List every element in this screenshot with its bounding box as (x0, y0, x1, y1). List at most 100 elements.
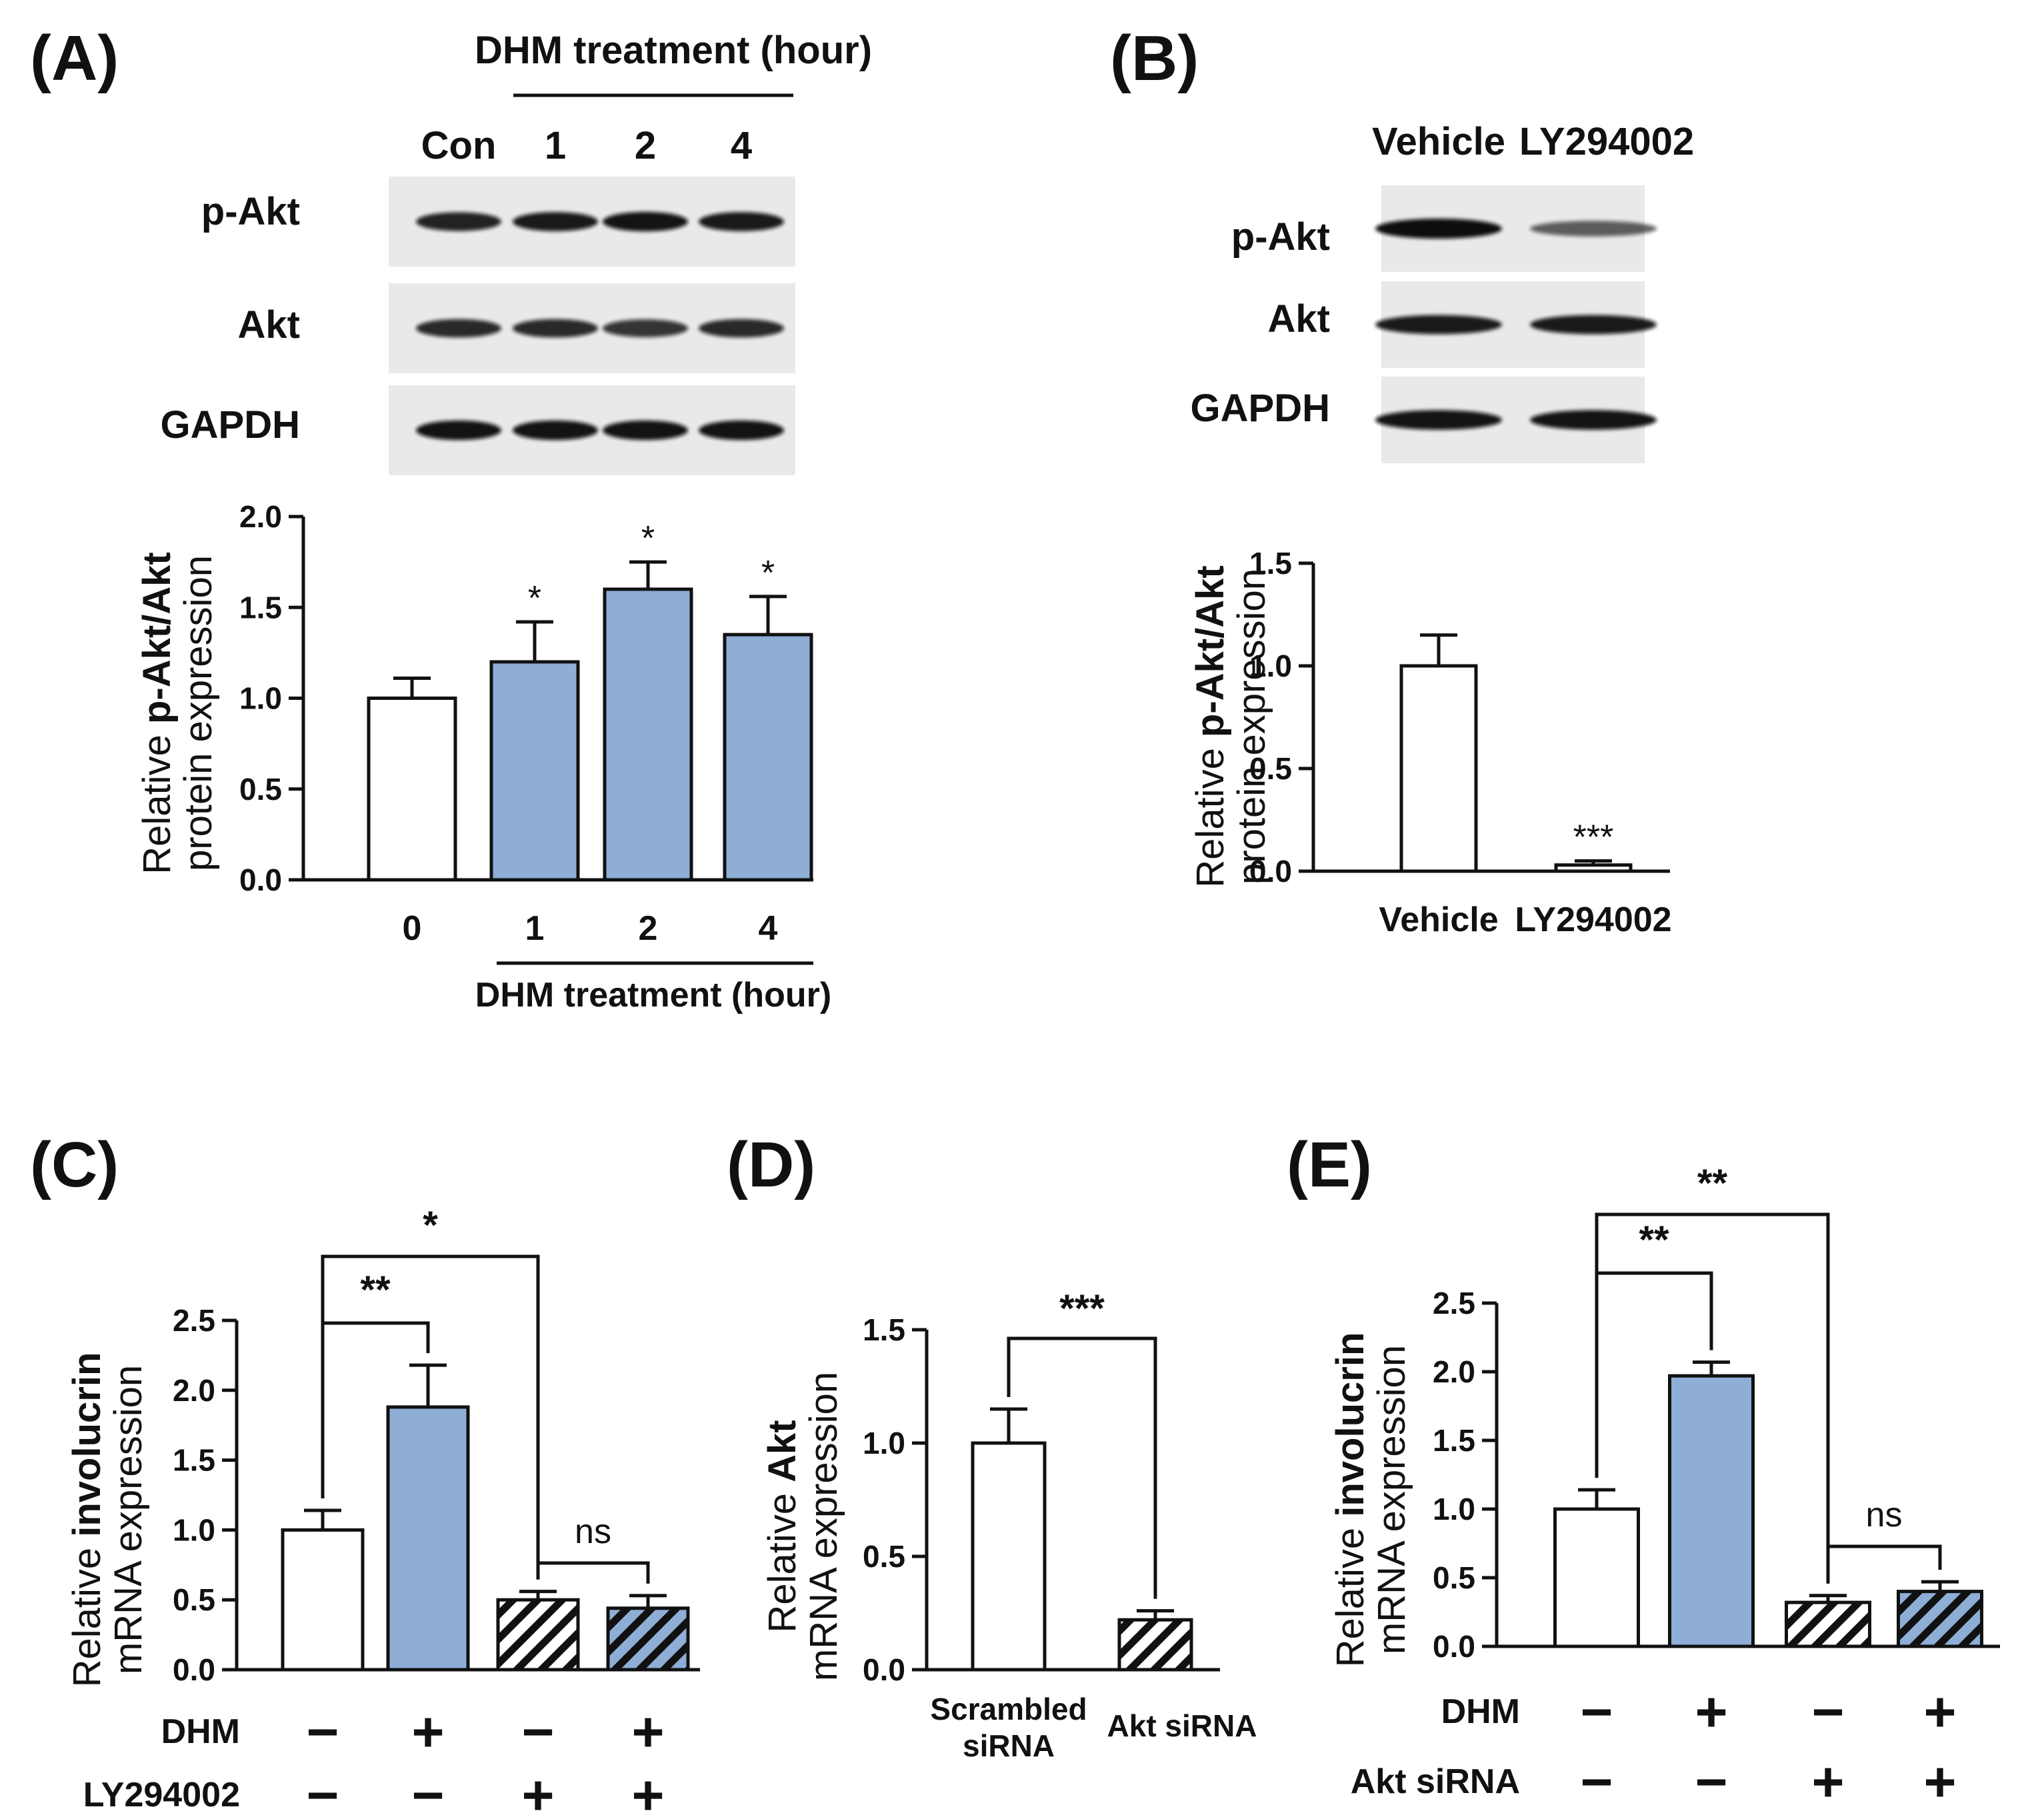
x-tick-label: 1 (525, 909, 545, 948)
bar (496, 1598, 580, 1672)
blot-a-row-label: p-Akt (201, 190, 300, 233)
bar (489, 660, 580, 882)
bar (367, 697, 457, 882)
y-axis-label-part: Relative (1329, 1517, 1372, 1668)
panel-label-b: (B) (1110, 23, 1199, 94)
y-axis-label-part: Akt (761, 1420, 804, 1482)
y-tick-label: 1.5 (1433, 1423, 1475, 1458)
y-tick-label: 0.5 (1249, 751, 1292, 786)
bar (1897, 1590, 1983, 1648)
condition-sign: + (1923, 1750, 1956, 1813)
condition-label: Akt siRNA (1351, 1762, 1520, 1801)
bar (386, 1405, 470, 1672)
significance-mark: * (641, 519, 655, 558)
blot-a-header: DHM treatment (hour) (475, 29, 872, 72)
bracket-label: ** (1639, 1218, 1669, 1262)
y-tick-label: 2.0 (173, 1373, 215, 1408)
condition-sign: − (306, 1764, 339, 1819)
bar (1117, 1618, 1193, 1672)
condition-sign: + (1923, 1680, 1956, 1743)
y-tick-label: 2.5 (173, 1303, 215, 1338)
blot-band (603, 420, 688, 441)
condition-sign: + (521, 1764, 554, 1819)
y-tick-label: 0.0 (239, 863, 282, 897)
y-tick-label: 0.5 (239, 772, 282, 807)
bar (971, 1441, 1047, 1672)
blot-band (513, 212, 598, 231)
condition-sign: + (1695, 1680, 1727, 1743)
significance-bracket (1826, 1544, 1942, 1584)
blot-band (416, 212, 501, 231)
blot-a-lane: Con (421, 124, 497, 167)
x-tick-label: 4 (759, 909, 778, 948)
x-tick-label: Scrambled (930, 1692, 1087, 1726)
blot-band (1375, 315, 1502, 335)
bar (723, 633, 813, 882)
blot-a-lane: 4 (731, 124, 752, 167)
x-tick-label: siRNA (963, 1728, 1055, 1763)
x-tick-label: Vehicle (1379, 901, 1498, 939)
blot-b-lane: LY294002 (1519, 120, 1694, 163)
bracket-label: ns (1866, 1496, 1903, 1534)
condition-sign: − (1695, 1750, 1727, 1813)
blot-band (513, 319, 598, 338)
condition-sign: − (1811, 1680, 1844, 1743)
panel-label-d: (D) (727, 1129, 815, 1200)
y-axis-label: Relative Akt (761, 1420, 804, 1632)
blot-band (1375, 219, 1502, 239)
y-tick-label: 1.0 (1433, 1492, 1475, 1526)
bracket-label: ns (575, 1512, 611, 1551)
blot-band (603, 211, 688, 232)
y-axis-label-part: Relative (65, 1537, 109, 1688)
western-blot-b (1375, 185, 1657, 463)
bracket-label: ** (1697, 1162, 1728, 1205)
bar (281, 1528, 365, 1672)
y-axis-label-line2: protein expression (1230, 569, 1273, 885)
blot-band (1375, 410, 1502, 430)
condition-sign: − (306, 1700, 339, 1763)
blot-a-row-label: GAPDH (161, 403, 300, 447)
y-tick-label: 2.0 (239, 499, 282, 534)
y-tick-label: 0.5 (1433, 1560, 1475, 1595)
y-tick-label: 1.5 (863, 1312, 905, 1347)
significance-mark: *** (1573, 819, 1614, 857)
x-axis-label: DHM treatment (hour) (475, 976, 831, 1014)
y-axis-label: Relative p-Akt/Akt (1189, 565, 1232, 887)
y-axis-label-line2: mRNA expression (1370, 1345, 1413, 1654)
y-axis-label: Relative involucrin (65, 1352, 109, 1688)
y-axis-label-line2: mRNA expression (107, 1365, 150, 1674)
y-tick-label: 0.5 (863, 1539, 905, 1574)
blot-a-lane: 1 (545, 124, 566, 167)
y-tick-label: 1.5 (1249, 546, 1292, 581)
y-tick-label: 1.5 (173, 1443, 215, 1478)
y-tick-label: 1.0 (1249, 649, 1292, 683)
y-tick-label: 1.0 (173, 1512, 215, 1547)
bar (606, 1606, 690, 1672)
bracket-label: ** (360, 1268, 391, 1312)
significance-bracket (1007, 1336, 1157, 1599)
blot-b-row-label: GAPDH (1191, 387, 1330, 430)
y-axis-label: Relative p-Akt/Akt (135, 552, 179, 874)
x-tick-label: LY294002 (1515, 901, 1671, 939)
significance-bracket (536, 1561, 650, 1584)
y-axis-label-part: Relative (761, 1482, 804, 1633)
significance-bracket (1595, 1212, 1830, 1584)
condition-sign: + (631, 1700, 664, 1763)
condition-sign: − (411, 1764, 444, 1819)
y-axis-label-line2: protein expression (177, 555, 220, 871)
condition-label: LY294002 (83, 1776, 240, 1814)
y-axis-label-part: p-Akt/Akt (1189, 565, 1232, 737)
bracket-label: *** (1059, 1287, 1105, 1330)
y-axis-label-part: involucrin (1329, 1332, 1372, 1517)
y-tick-label: 2.0 (1433, 1354, 1475, 1389)
x-tick-label: Akt siRNA (1107, 1708, 1257, 1743)
y-tick-label: 0.0 (863, 1652, 905, 1687)
blot-band (699, 420, 784, 441)
chart-e: 0.0 0.5 1.0 1.5 2.0 2.5 Relative involucrinmRN… (1329, 1162, 2000, 1813)
bar (1399, 664, 1478, 873)
blot-band (603, 319, 688, 337)
y-tick-label: 1.0 (239, 681, 282, 716)
x-tick-label: 0 (403, 909, 422, 948)
chart-a: 0.0 0.5 1.0 1.5 2.0 Relative p-Akt/Aktprotein… (135, 499, 831, 1014)
